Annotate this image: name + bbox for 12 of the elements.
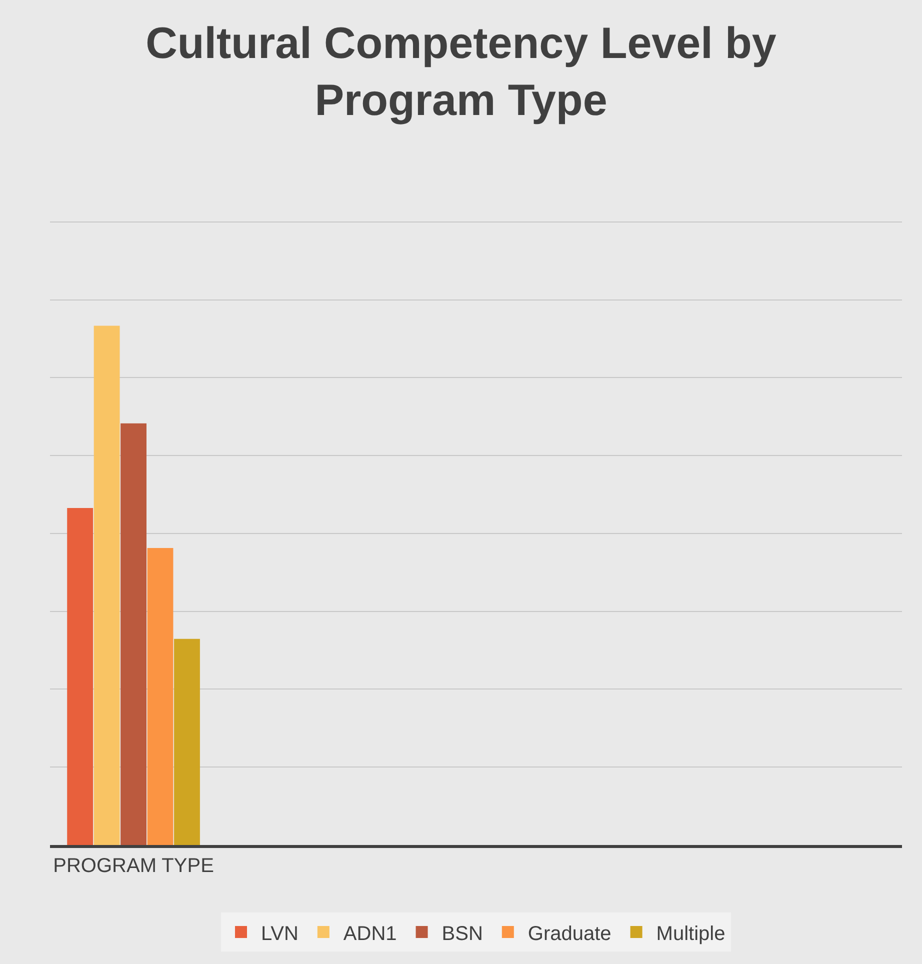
bar [94, 326, 120, 845]
legend-label: ADN1 [343, 922, 397, 945]
legend-label: BSN [442, 922, 483, 945]
legend-label: Multiple [656, 922, 726, 945]
text: Cultural Competency Level by Program Type [146, 18, 777, 126]
bar [174, 638, 200, 845]
bar [120, 423, 146, 845]
legend-label: Graduate [528, 922, 612, 945]
bar [67, 508, 94, 845]
bar [147, 548, 174, 845]
x-tick-label: PROGRAM TYPE [53, 855, 214, 877]
legend-label: LVN [261, 922, 298, 945]
